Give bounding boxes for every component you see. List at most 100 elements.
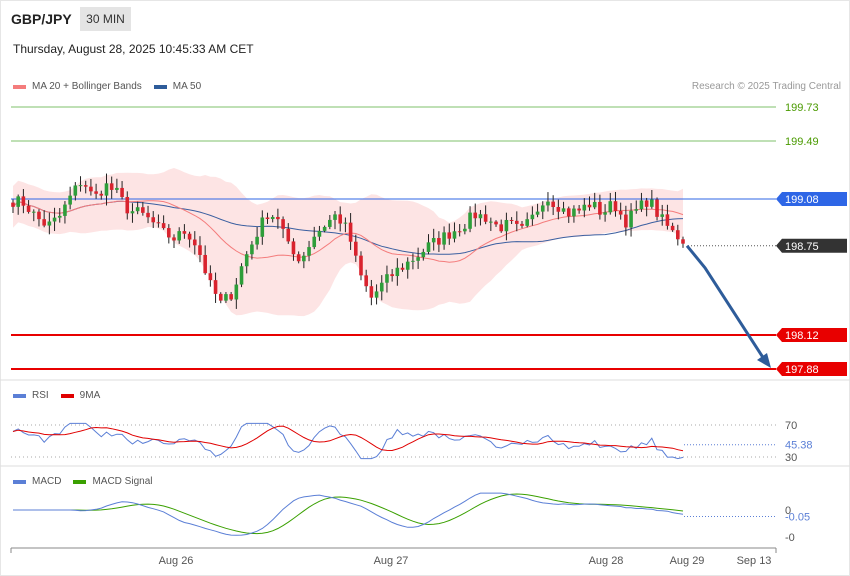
x-axis-label-3: Aug 29: [670, 555, 705, 567]
candle-body: [213, 280, 218, 294]
candle-body: [333, 214, 337, 220]
rsi-ma-line: [12, 425, 684, 452]
level-label-199.08: 199.08: [785, 194, 819, 206]
candle-body: [624, 214, 628, 228]
candle-body: [161, 223, 166, 229]
candle-body: [566, 208, 571, 217]
candle-body: [411, 260, 415, 262]
candle-body: [270, 216, 275, 220]
candle-body: [218, 293, 223, 301]
timeframe-button[interactable]: 30 MIN: [80, 7, 131, 31]
ma20-swatch: [13, 84, 26, 89]
candle-body: [592, 201, 597, 208]
candle-body: [151, 217, 156, 223]
candle-body: [317, 230, 322, 237]
candle-body: [234, 284, 239, 300]
candle-body: [312, 236, 317, 248]
candle-body: [629, 210, 633, 228]
candle-body: [598, 201, 602, 215]
candle-body: [478, 214, 483, 219]
candle-body: [343, 222, 348, 224]
candle-body: [156, 222, 161, 224]
level-tag-197.88: [776, 362, 847, 376]
candle-body: [338, 214, 343, 224]
candle-body: [608, 201, 613, 213]
macd-legend: MACD MACD Signal: [13, 476, 152, 487]
candle-body: [182, 231, 187, 234]
rsi-level-label-30: 30: [785, 452, 797, 464]
candle-body: [587, 204, 592, 208]
level-label-198.75: 198.75: [785, 241, 819, 253]
rsi-line: [12, 422, 684, 460]
candle-body: [395, 267, 400, 277]
level-tag-199.08: [776, 192, 847, 207]
candle-body: [286, 228, 291, 242]
candle-body: [400, 267, 405, 270]
ma20-legend-label: MA 20 + Bollinger Bands: [32, 81, 142, 92]
candle-body: [328, 219, 332, 227]
candle-body: [442, 232, 446, 245]
candle-body: [551, 201, 555, 208]
candle-body: [639, 200, 644, 210]
macd-legend-label: MACD: [32, 476, 62, 487]
candle-body: [650, 199, 654, 207]
candle-body: [52, 217, 57, 222]
x-axis-label-0: Aug 26: [159, 555, 194, 567]
candle-body: [468, 212, 472, 229]
candle-body: [447, 232, 452, 239]
candle-body: [177, 231, 182, 241]
candle-body: [265, 217, 270, 220]
candle-body: [618, 211, 623, 215]
candle-body: [250, 244, 254, 255]
macd-line: [13, 492, 684, 536]
macd-level-label-0: 0: [785, 505, 791, 517]
candle-body: [535, 211, 540, 215]
candle-body: [390, 274, 394, 277]
candle-body: [125, 196, 130, 214]
candle-body: [89, 186, 93, 192]
candle-body: [520, 223, 524, 226]
candle-body: [120, 187, 124, 197]
candle-body: [187, 233, 192, 240]
x-axis-label-1: Aug 27: [374, 555, 409, 567]
candle-body: [11, 202, 15, 207]
rsi-ma-swatch: [60, 393, 74, 398]
candle-body: [229, 294, 233, 300]
symbol-label: GBP/JPY: [11, 11, 72, 27]
candle-body: [353, 241, 358, 256]
candle-body: [364, 275, 368, 287]
candle-body: [359, 255, 363, 276]
candles: [11, 173, 685, 309]
candle-body: [244, 254, 249, 267]
candle-body: [26, 205, 31, 212]
candle-body: [473, 212, 478, 219]
candle-body: [208, 273, 213, 281]
rsi-ma-legend-label: 9MA: [79, 390, 101, 401]
candle-body: [224, 294, 228, 301]
candle-body: [130, 211, 135, 214]
candle-body: [504, 219, 509, 232]
candle-body: [83, 185, 88, 187]
level-label-199.49: 199.49: [785, 136, 819, 148]
candle-body: [322, 226, 327, 231]
candle-body: [509, 219, 514, 221]
candle-body: [379, 282, 384, 292]
candle-body: [198, 245, 202, 255]
macd-signal-swatch: [73, 479, 87, 484]
macd-current-label: -0.05: [785, 512, 810, 524]
candle-body: [57, 215, 62, 218]
candle-body: [452, 231, 457, 239]
forecast-arrow: [685, 244, 766, 360]
level-label-199.73: 199.73: [785, 102, 819, 114]
candle-body: [437, 238, 441, 245]
level-tag-198.12: [776, 328, 847, 343]
candle-body: [655, 199, 659, 217]
macd-swatch: [13, 479, 26, 484]
candle-body: [16, 196, 20, 207]
macd-signal-legend-label: MACD Signal: [92, 476, 153, 487]
candle-body: [281, 219, 285, 229]
x-axis-label-2: Aug 28: [589, 555, 624, 567]
candle-body: [203, 254, 207, 274]
candle-body: [94, 191, 98, 194]
